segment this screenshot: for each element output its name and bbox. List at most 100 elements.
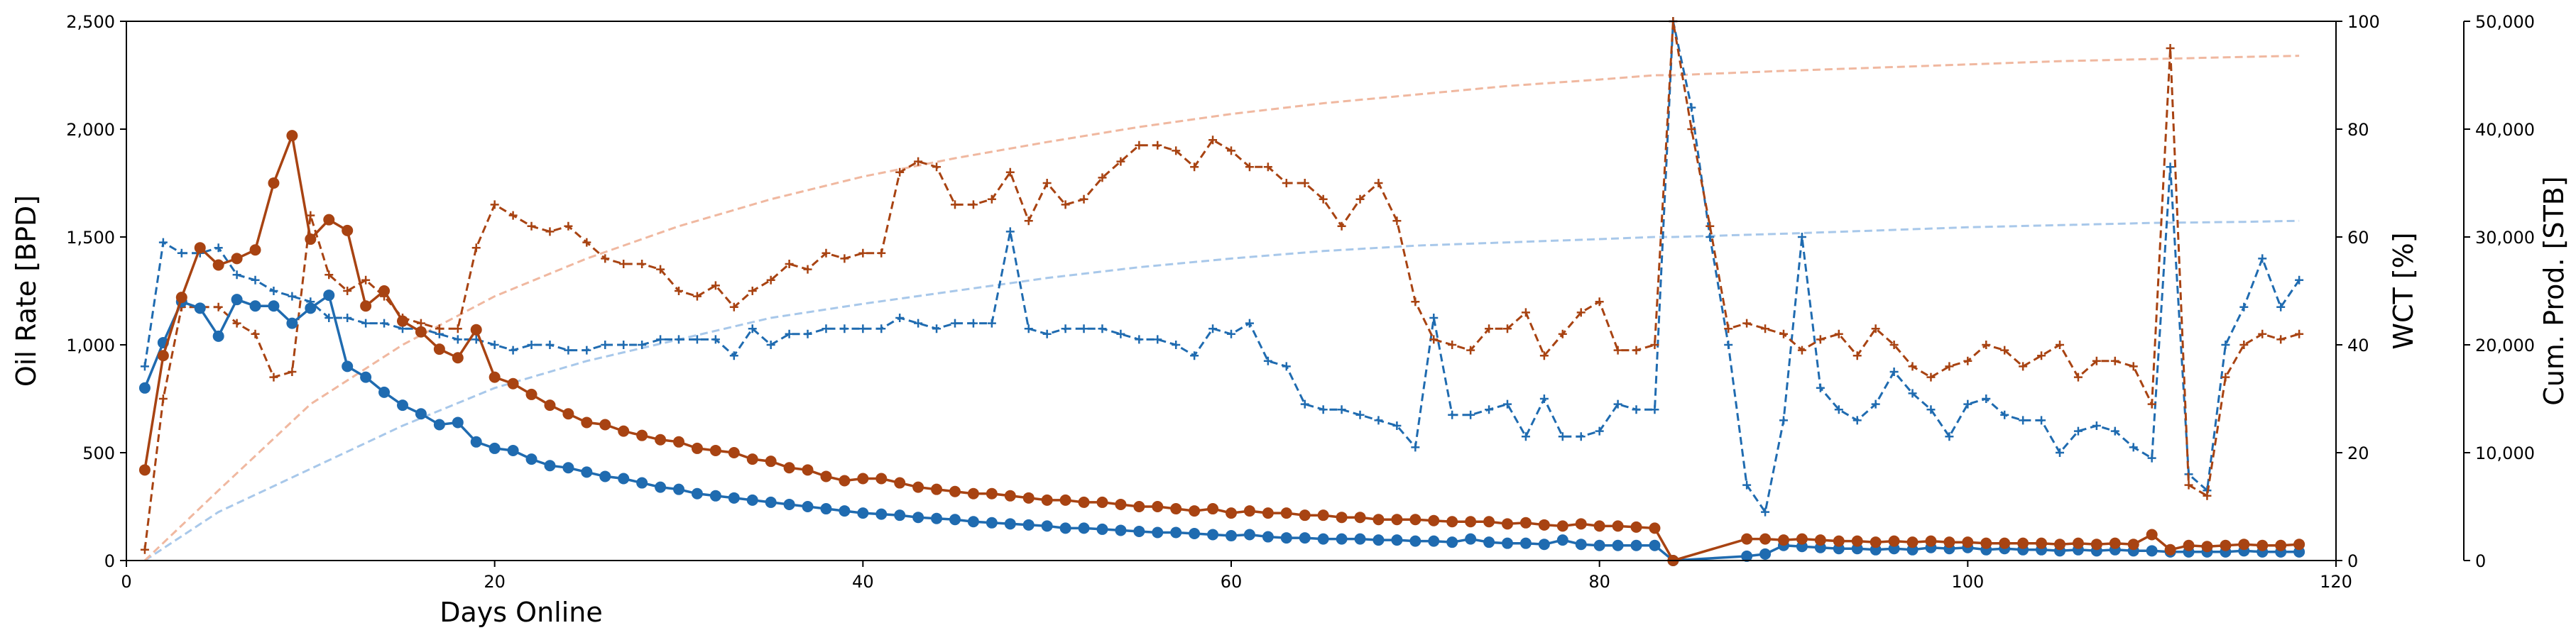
x-tick-label: 80 — [1588, 572, 1610, 592]
data-point — [2295, 329, 2304, 338]
data-point — [822, 248, 831, 258]
data-point — [288, 368, 297, 376]
data-point — [1612, 520, 1624, 532]
data-point — [232, 270, 241, 280]
x-tick-label: 120 — [2320, 572, 2352, 592]
data-point — [249, 244, 261, 256]
data-point — [1135, 140, 1144, 150]
y-tick-label-wct: 40 — [2347, 336, 2369, 355]
data-point — [968, 200, 978, 209]
y-tick-label-wct: 20 — [2347, 443, 2369, 463]
y-tick-label-left: 0 — [104, 551, 115, 571]
data-point — [1963, 356, 1972, 365]
data-point — [949, 485, 961, 497]
data-point — [820, 503, 832, 515]
data-point — [656, 335, 665, 344]
data-point — [2295, 275, 2304, 285]
y-axis-title-wct: WCT [%] — [2388, 232, 2419, 349]
data-point — [2109, 537, 2121, 549]
data-point — [675, 287, 683, 295]
data-point — [1538, 519, 1550, 531]
data-point — [1262, 507, 1274, 519]
data-point — [1778, 534, 1789, 546]
data-point — [840, 254, 849, 263]
data-point — [453, 324, 462, 333]
data-point — [2092, 356, 2101, 365]
data-point — [1796, 533, 1808, 545]
data-point — [1779, 416, 1788, 425]
y-tick-label-wct: 100 — [2347, 12, 2380, 32]
data-point — [1317, 509, 1329, 522]
data-point — [525, 388, 537, 400]
data-point — [1926, 373, 1936, 382]
data-point — [2166, 44, 2175, 53]
data-point — [1428, 535, 1440, 547]
data-point — [1539, 395, 1549, 403]
data-point — [1593, 539, 1605, 551]
data-point — [1227, 146, 1235, 155]
data-point — [987, 194, 996, 204]
series-2 — [140, 17, 2304, 517]
data-point — [1632, 346, 1641, 355]
data-point — [1041, 494, 1053, 506]
data-point — [1300, 399, 1309, 409]
data-point — [2184, 480, 2193, 490]
data-point — [1354, 512, 1366, 524]
data-point — [581, 466, 593, 478]
data-point — [1485, 324, 1494, 333]
data-point — [1834, 329, 1843, 338]
data-point — [803, 329, 812, 338]
data-point — [2092, 421, 2101, 430]
data-point — [2183, 539, 2195, 551]
x-tick-label: 0 — [121, 572, 131, 592]
data-point — [673, 436, 684, 448]
data-point — [1502, 537, 1513, 549]
data-point — [1759, 548, 1772, 560]
data-point — [360, 300, 372, 312]
data-point — [895, 167, 905, 177]
data-point — [544, 460, 556, 472]
data-point — [1152, 501, 1164, 512]
data-point — [765, 456, 777, 468]
data-point — [1483, 516, 1495, 528]
data-point — [803, 265, 812, 274]
data-point — [1632, 405, 1641, 414]
data-point — [1575, 518, 1587, 530]
data-point — [655, 434, 667, 446]
data-point — [1208, 324, 1218, 333]
data-point — [306, 211, 315, 220]
data-point — [2221, 341, 2230, 349]
data-point — [1189, 528, 1201, 539]
data-point — [1317, 533, 1329, 545]
y-tick-label-left: 2,000 — [66, 120, 115, 140]
data-point — [562, 408, 574, 420]
data-point — [1372, 534, 1385, 546]
data-point — [1945, 432, 1954, 441]
data-point — [1483, 536, 1495, 548]
data-point — [470, 436, 482, 448]
data-point — [1354, 533, 1366, 545]
data-point — [1300, 179, 1309, 187]
data-point — [269, 287, 278, 295]
data-point — [194, 302, 206, 314]
data-point — [508, 211, 518, 220]
data-point — [1999, 537, 2011, 549]
y-tick-label-cum: 10,000 — [2475, 443, 2535, 463]
data-point — [1741, 550, 1753, 562]
data-point — [1079, 194, 1088, 204]
data-point — [1172, 146, 1181, 155]
series-line — [143, 55, 2300, 562]
data-point — [378, 386, 391, 398]
data-point — [1595, 426, 1604, 436]
data-point — [490, 200, 499, 209]
data-point — [1243, 529, 1255, 541]
data-point — [2019, 362, 2028, 371]
data-point — [2220, 539, 2232, 551]
data-point — [857, 473, 869, 485]
data-point — [1282, 362, 1291, 371]
data-point — [1059, 494, 1071, 506]
data-point — [619, 260, 628, 268]
data-point — [1705, 233, 1715, 241]
data-point — [1521, 308, 1530, 317]
data-point — [1280, 532, 1292, 544]
